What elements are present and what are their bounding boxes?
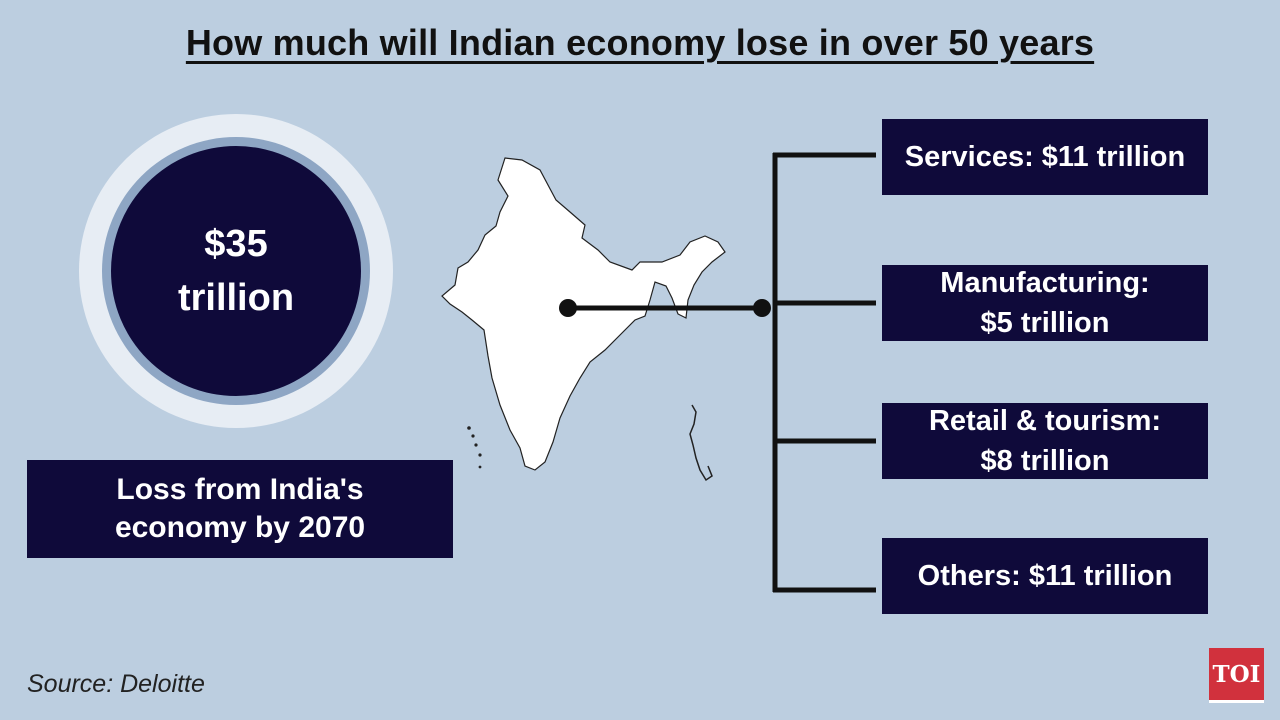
page-title: How much will Indian economy lose in ove… xyxy=(185,22,1095,63)
total-loss-unit: trillion xyxy=(177,277,295,319)
total-loss-circle: $35 trillion xyxy=(111,146,361,396)
lakshadweep-island-4 xyxy=(478,453,482,457)
sector-services-line-1: Services: $11 trillion xyxy=(904,141,1186,173)
sector-manufacturing-line-2: $5 trillion xyxy=(980,307,1110,339)
sector-manufacturing-line-1: Manufacturing: xyxy=(940,267,1150,299)
lakshadweep-island-3 xyxy=(474,443,478,447)
andaman-islands-shape xyxy=(689,404,713,482)
caption-line-1: Loss from India's xyxy=(116,473,364,506)
lakshadweep-island-2 xyxy=(471,434,475,438)
loss-caption-box: Loss from India's economy by 2070 xyxy=(27,460,453,558)
total-loss-amount: $35 xyxy=(204,223,268,265)
map-connector-dot-end xyxy=(753,299,771,317)
sector-box-services: Services: $11 trillion xyxy=(882,119,1208,195)
source-credit: Source: Deloitte xyxy=(27,670,205,698)
india-map xyxy=(420,140,780,500)
sector-retail-line-2: $8 trillion xyxy=(980,445,1110,477)
lakshadweep-island-1 xyxy=(467,426,471,430)
sector-retail-line-1: Retail & tourism: xyxy=(928,405,1162,437)
india-map-shape xyxy=(441,157,726,482)
lakshadweep-island-5 xyxy=(478,465,482,469)
sector-box-retail-tourism: Retail & tourism: $8 trillion xyxy=(882,403,1208,479)
sector-others-line-1: Others: $11 trillion xyxy=(917,560,1173,592)
india-mainland-shape xyxy=(441,157,726,471)
sector-box-manufacturing: Manufacturing: $5 trillion xyxy=(882,265,1208,341)
map-connector-dot-start xyxy=(559,299,577,317)
toi-logo: TOI xyxy=(1209,648,1264,703)
sector-box-others: Others: $11 trillion xyxy=(882,538,1208,614)
caption-line-2: economy by 2070 xyxy=(114,511,366,544)
